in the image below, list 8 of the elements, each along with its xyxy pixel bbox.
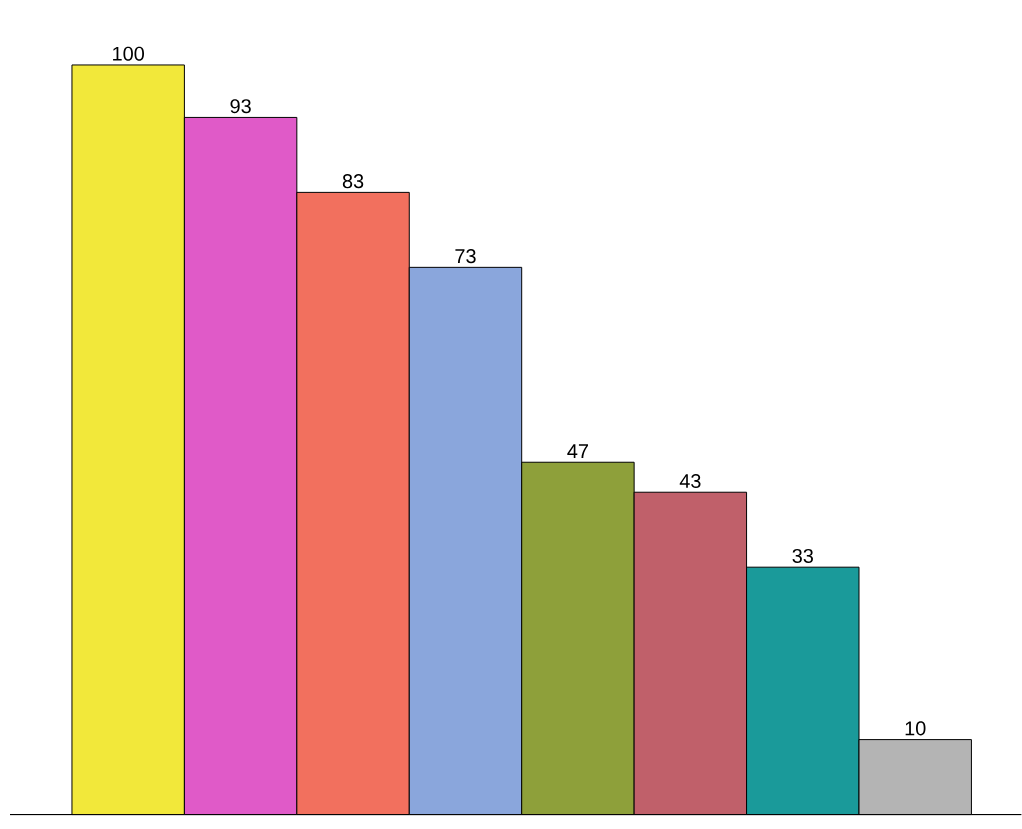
data-label: 93	[230, 99, 251, 114]
data-label: 43	[679, 474, 701, 489]
data-label: 33	[792, 549, 813, 564]
data-label: 73	[455, 249, 476, 264]
data-label: 100	[113, 46, 145, 61]
data-label: 47	[567, 444, 588, 459]
data-label: 10	[905, 721, 926, 736]
data-label: 83	[342, 174, 364, 189]
